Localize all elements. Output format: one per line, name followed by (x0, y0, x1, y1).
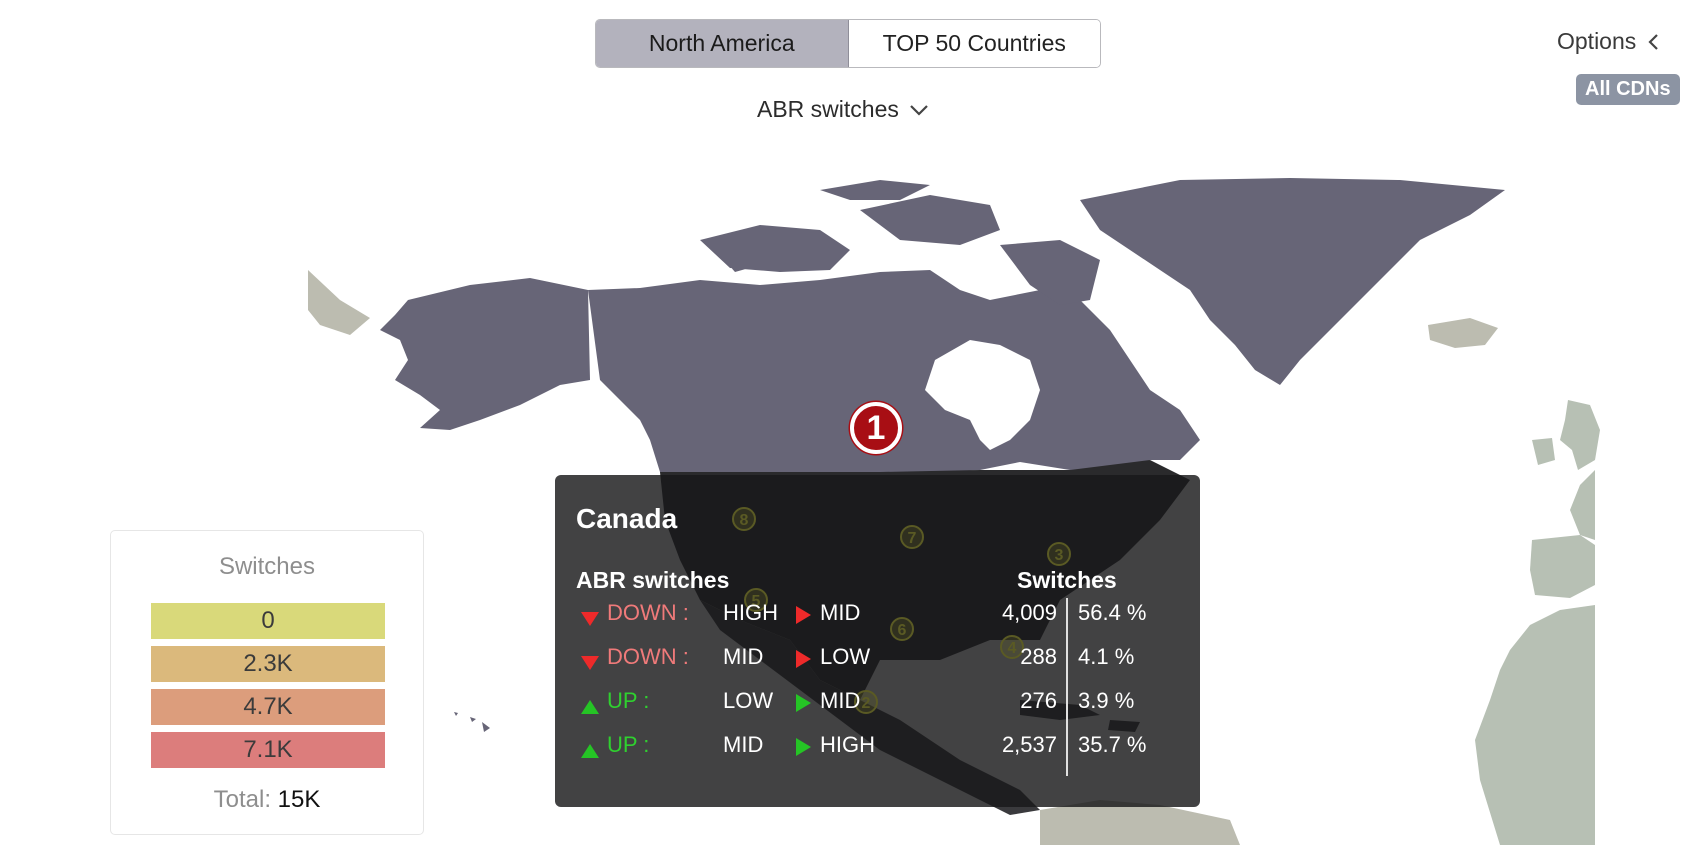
tooltip-direction: UP : (607, 732, 650, 757)
legend-title: Switches (218, 553, 316, 580)
tooltip-from-level: LOW (723, 688, 774, 713)
legend-total-label: Total: (213, 786, 271, 813)
map-region-russia (308, 270, 370, 335)
metric-dropdown[interactable]: ABR switches (757, 96, 929, 123)
tooltip-col-switches: Switches (1017, 567, 1117, 593)
cdn-filter-badge[interactable]: All CDNs (1576, 74, 1680, 105)
legend-bin: 2.3K (151, 646, 385, 682)
tooltip-percent: 56.4 % (1078, 600, 1147, 625)
map-region-greenland[interactable] (1080, 178, 1505, 385)
arrow-down-icon (581, 650, 599, 676)
inset-rank-marker (890, 617, 914, 641)
map-region-iberia (1530, 535, 1595, 598)
legend-total-value: 15K (277, 786, 321, 813)
tooltip-row: UP : LOW MID 276 3.9 % (555, 688, 1200, 718)
tooltip-direction: UP : (607, 688, 650, 713)
country-tooltip: 8 7 3 5 6 4 2 Canada ABR switches Switches DOW… (555, 475, 1200, 807)
tooltip-from-level: MID (723, 732, 764, 757)
tooltip-divider (1066, 598, 1068, 776)
tooltip-count: 2,537 (1001, 732, 1057, 757)
inset-rank-label: 3 (1055, 547, 1064, 564)
tooltip-percent: 4.1 % (1078, 644, 1135, 669)
inset-rank-label: 4 (1008, 640, 1017, 657)
tooltip-percent: 3.9 % (1078, 688, 1135, 713)
inset-rank-marker (744, 588, 768, 612)
options-toggle[interactable]: Options (1557, 28, 1660, 55)
tooltip-count: 276 (1020, 688, 1057, 713)
inset-rank-marker (854, 690, 878, 714)
tooltip-row: DOWN : HIGH MID 4,009 56.4 % (555, 600, 1200, 630)
tooltip-row: DOWN : MID LOW 288 4.1 % (555, 644, 1200, 674)
map-region-uk (1532, 400, 1600, 470)
view-toggle: North America TOP 50 Countries (595, 19, 1101, 68)
tooltip-percent: 35.7 % (1078, 732, 1147, 757)
arrow-up-icon (581, 738, 599, 764)
top-50-countries-tab[interactable]: TOP 50 Countries (848, 20, 1100, 67)
map-region-south-america (1040, 800, 1240, 845)
arrow-right-icon (796, 736, 811, 762)
arrow-right-icon (796, 692, 811, 718)
legend: Switches 0 2.3K 4.7K 7.1K Total: 15K (110, 530, 424, 835)
tooltip-direction: DOWN : (607, 600, 689, 625)
tooltip-row: UP : MID HIGH 2,537 35.7 % (555, 732, 1200, 762)
map-region-hawaii (454, 712, 490, 732)
legend-bins: 0 2.3K 4.7K 7.1K (151, 603, 385, 775)
inset-rank-marker (1047, 542, 1071, 566)
inset-rank-marker (732, 507, 756, 531)
inset-rank-label: 5 (752, 593, 761, 610)
chevron-left-icon (1648, 33, 1659, 50)
map-region-iceland (1428, 318, 1498, 348)
tooltip-country: Canada (576, 503, 678, 534)
metric-dropdown-label: ABR switches (757, 96, 899, 122)
legend-bin: 7.1K (151, 732, 385, 768)
legend-bin: 0 (151, 603, 385, 639)
tooltip-to-level: LOW (820, 644, 871, 669)
inset-rank-label: 6 (898, 622, 907, 639)
map-region-europe (1570, 470, 1595, 540)
inset-rank-label: 2 (862, 695, 871, 712)
inset-rank-label: 7 (908, 530, 917, 547)
map-region-canada[interactable] (588, 270, 1200, 472)
tooltip-count: 288 (1020, 644, 1057, 669)
north-america-tab[interactable]: North America (596, 20, 849, 67)
tooltip-to-level: MID (820, 688, 861, 713)
arrow-right-icon (796, 604, 811, 630)
tooltip-col-abr: ABR switches (576, 567, 730, 593)
tooltip-direction: DOWN : (607, 644, 689, 669)
map-hudson-bay (925, 340, 1040, 450)
map-region-arctic-islands[interactable] (700, 180, 1100, 305)
chevron-down-icon (910, 104, 928, 116)
inset-rank-marker (900, 525, 924, 549)
map-region-alaska[interactable] (380, 278, 590, 430)
rank-marker-canada[interactable]: 1 (850, 402, 902, 454)
map-region-africa (1475, 605, 1595, 845)
tooltip-from-level: HIGH (723, 600, 778, 625)
tooltip-to-level: MID (820, 600, 861, 625)
arrow-up-icon (581, 694, 599, 720)
tooltip-count: 4,009 (1001, 600, 1057, 625)
legend-total: Total: 15K (111, 786, 423, 814)
options-label: Options (1557, 28, 1637, 54)
tooltip-inset-markers: 8 7 3 5 6 4 2 (732, 507, 1071, 714)
tooltip-to-level: HIGH (820, 732, 875, 757)
legend-bin: 4.7K (151, 689, 385, 725)
arrow-right-icon (796, 648, 811, 674)
tooltip-from-level: MID (723, 644, 764, 669)
arrow-down-icon (581, 606, 599, 632)
inset-rank-label: 8 (740, 512, 749, 529)
inset-rank-marker (1000, 635, 1024, 659)
